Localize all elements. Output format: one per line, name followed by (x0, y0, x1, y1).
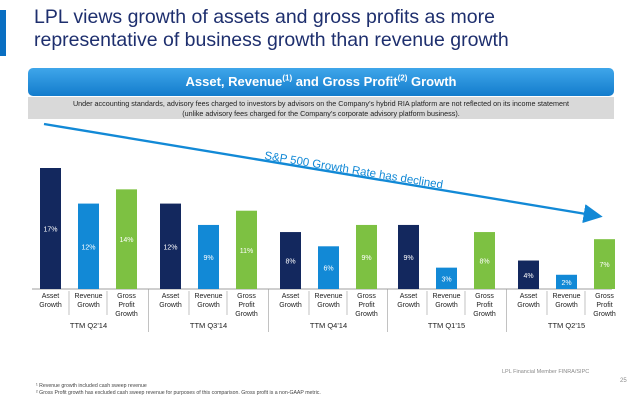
bar-axis-label: Asset (42, 293, 60, 300)
bar-axis-label: Growth (235, 311, 258, 318)
bar-axis-label: Growth (397, 302, 420, 309)
bar-axis-label: Growth (473, 311, 496, 318)
category-label: TTM Q2'15 (548, 321, 585, 330)
bar-value-label: 4% (523, 273, 533, 280)
bar-axis-label: Revenue (432, 293, 460, 300)
trend-annotation: S&P 500 Growth Rate has declined (264, 150, 444, 191)
bar-axis-label: Gross (237, 293, 256, 300)
bar-value-label: 2% (561, 280, 571, 287)
bar-gross-profit-growth-3 (474, 232, 495, 289)
bar-revenue-growth-1 (198, 224, 219, 289)
bar-axis-label: Asset (162, 293, 180, 300)
bar-axis-label: Gross (595, 293, 614, 300)
bar-asset-growth-0 (40, 168, 61, 289)
bar-value-label: 9% (203, 255, 213, 262)
bar-axis-label: Growth (279, 302, 302, 309)
bar-axis-label: Revenue (194, 293, 222, 300)
bar-asset-growth-4 (518, 260, 539, 289)
bar-axis-label: Growth (435, 302, 458, 309)
bar-value-label: 14% (119, 237, 133, 244)
bar-axis-label: Profit (596, 302, 612, 309)
accounting-note: Under accounting standards, advisory fee… (28, 97, 614, 119)
category-label: TTM Q3'14 (190, 321, 227, 330)
bar-value-label: 7% (599, 262, 609, 269)
footer-firm-name: LPL Financial Member FINRA/SIPC (502, 369, 590, 375)
bar-axis-label: Growth (517, 302, 540, 309)
bar-axis-label: Profit (118, 302, 134, 309)
bar-value-label: 3% (441, 276, 451, 283)
bar-axis-label: Gross (357, 293, 376, 300)
section-banner: Asset, Revenue(1) and Gross Profit(2) Gr… (28, 68, 614, 96)
bar-gross-profit-growth-1 (236, 210, 257, 289)
bar-axis-label: Growth (115, 311, 138, 318)
bar-axis-label: Profit (358, 302, 374, 309)
slide-title-line-1: LPL views growth of assets and gross pro… (34, 6, 495, 28)
bar-axis-label: Growth (39, 302, 62, 309)
banner-text-suffix: Growth (407, 74, 457, 89)
bar-value-label: 8% (479, 259, 489, 266)
category-label: TTM Q2'14 (70, 321, 107, 330)
category-label: TTM Q4'14 (310, 321, 347, 330)
bar-asset-growth-1 (160, 203, 181, 289)
bar-asset-growth-3 (398, 224, 419, 289)
bar-axis-label: Gross (475, 293, 494, 300)
bar-value-label: 12% (163, 244, 177, 251)
bar-axis-label: Profit (476, 302, 492, 309)
bar-axis-label: Revenue (74, 293, 102, 300)
bar-axis-label: Asset (282, 293, 300, 300)
slide-title-line-2: representative of business growth than r… (34, 29, 509, 51)
bar-axis-label: Profit (238, 302, 254, 309)
bar-value-label: 11% (240, 248, 254, 255)
slide-title: LPL views growth of assets and gross pro… (34, 6, 624, 52)
banner-text-middle: and Gross Profit (292, 74, 398, 89)
bar-gross-profit-growth-2 (356, 224, 377, 289)
category-label: TTM Q1'15 (428, 321, 465, 330)
bar-axis-label: Asset (520, 293, 538, 300)
bar-axis-label: Asset (400, 293, 418, 300)
footnote-1: ¹ Revenue growth included cash sweep rev… (36, 383, 147, 389)
bar-axis-label: Growth (593, 311, 616, 318)
bar-gross-profit-growth-4 (594, 239, 615, 289)
bar-axis-label: Growth (77, 302, 100, 309)
bar-axis-label: Revenue (552, 293, 580, 300)
bar-asset-growth-2 (280, 232, 301, 289)
title-accent-bar (0, 10, 6, 56)
bar-revenue-growth-4 (556, 274, 577, 289)
bar-axis-label: Growth (197, 302, 220, 309)
bar-value-label: 17% (43, 227, 57, 234)
bar-axis-label: Growth (355, 311, 378, 318)
bar-value-label: 12% (81, 244, 95, 251)
accounting-note-line-1: Under accounting standards, advisory fee… (72, 99, 570, 108)
page-number: 25 (620, 378, 627, 384)
bar-gross-profit-growth-0 (116, 189, 137, 289)
banner-text-prefix: Asset, Revenue (185, 74, 283, 89)
bar-value-label: 9% (361, 255, 371, 262)
bar-value-label: 9% (403, 255, 413, 262)
bar-axis-label: Growth (159, 302, 182, 309)
footnote-2: ² Gross Profit growth has excluded cash … (36, 390, 321, 396)
bar-axis-label: Growth (317, 302, 340, 309)
bar-revenue-growth-3 (436, 267, 457, 289)
accounting-note-line-2: (unlike advisory fees charged for the Co… (182, 109, 460, 118)
trend-arrow (43, 122, 603, 224)
bar-axis-label: Gross (117, 293, 136, 300)
bar-value-label: 8% (285, 259, 295, 266)
bar-revenue-growth-2 (318, 246, 339, 289)
bar-axis-label: Growth (555, 302, 578, 309)
banner-sup-1: (1) (282, 73, 293, 83)
bar-revenue-growth-0 (78, 203, 99, 289)
bar-axis-label: Revenue (314, 293, 342, 300)
banner-sup-2: (2) (397, 73, 408, 83)
bar-value-label: 6% (323, 266, 333, 273)
